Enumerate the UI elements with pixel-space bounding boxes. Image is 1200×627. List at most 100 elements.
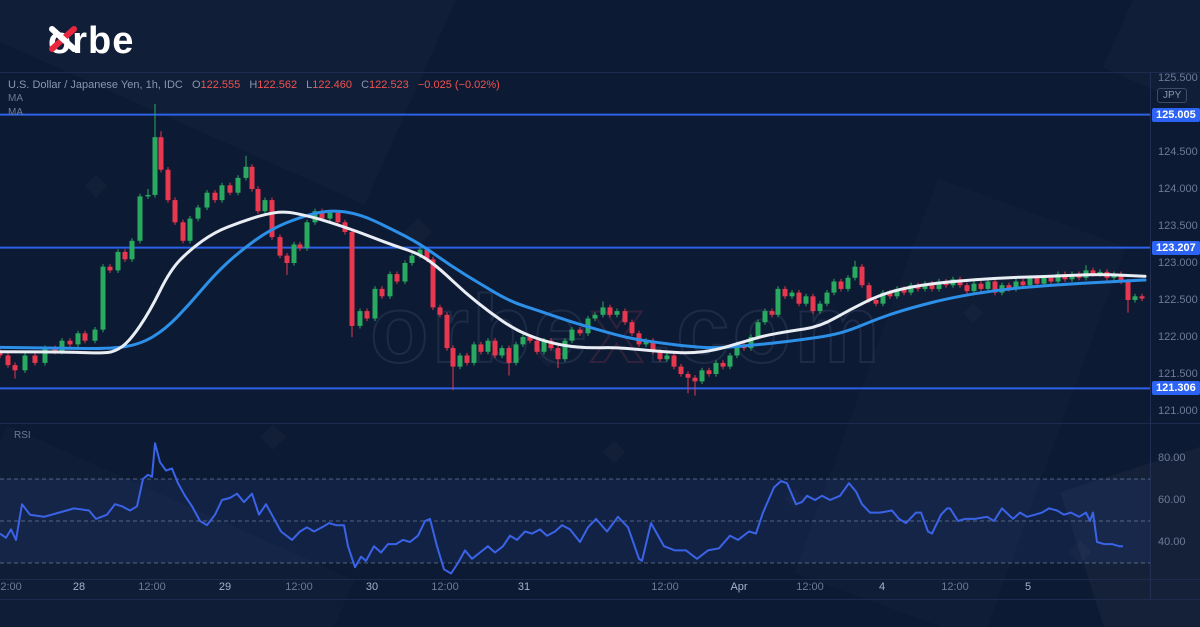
- widget-bottom-border: [0, 599, 1200, 600]
- time-axis-day-label[interactable]: 29: [218, 581, 232, 593]
- candle-body: [1055, 274, 1061, 282]
- ma-indicator-label-1[interactable]: MA: [8, 93, 23, 104]
- price-tick-label: 124.000: [1158, 183, 1198, 195]
- candle-body: [499, 348, 505, 356]
- candle-body: [810, 296, 816, 312]
- time-axis-hour-label[interactable]: 12:00: [431, 581, 459, 593]
- candle-body: [769, 311, 775, 315]
- watermark: orbex.com: [370, 276, 882, 383]
- price-level-badge[interactable]: 125.005: [1152, 107, 1200, 122]
- candle-body: [165, 169, 171, 201]
- high-label: H: [249, 79, 258, 91]
- candle-body: [936, 281, 942, 289]
- candle-body: [1041, 277, 1047, 284]
- time-axis-hour-label[interactable]: 12:00: [796, 581, 824, 593]
- open-value: 122.555: [200, 79, 241, 91]
- time-axis-hour-label[interactable]: 12:00: [0, 581, 22, 593]
- candle-body: [775, 288, 781, 315]
- candle-body: [82, 333, 88, 341]
- candle-body: [409, 255, 415, 263]
- time-axis-day-label[interactable]: 5: [1024, 581, 1032, 593]
- candle-body: [817, 303, 823, 312]
- candle-body: [430, 259, 436, 308]
- price-axis-separator[interactable]: [1150, 73, 1151, 599]
- time-axis-day-label[interactable]: 28: [72, 581, 86, 593]
- candle-body: [908, 285, 914, 293]
- time-axis-day-label[interactable]: 31: [517, 581, 531, 593]
- rsi-line[interactable]: [0, 442, 1123, 575]
- time-axis-hour-label[interactable]: 12:00: [651, 581, 679, 593]
- candle-body: [643, 340, 649, 345]
- price-tick-label: 123.500: [1158, 220, 1198, 232]
- candle-body: [734, 344, 740, 356]
- candle-body: [59, 340, 65, 352]
- candle-body: [152, 137, 158, 195]
- candle-body: [562, 340, 568, 360]
- candle-body: [402, 263, 408, 282]
- symbol-title: U.S. Dollar / Japanese Yen, 1h, IDC: [8, 79, 183, 91]
- price-tick-label: 122.500: [1158, 294, 1198, 306]
- candle-body: [424, 249, 430, 260]
- candle-body: [607, 307, 613, 315]
- low-label: L: [306, 79, 313, 91]
- candle-body: [235, 177, 241, 193]
- price-axis[interactable]: 125.500 124.500 124.000 123.500 123.000 122.5…: [1150, 73, 1200, 599]
- change-value: −0.025 (−0.02%): [417, 79, 500, 91]
- candle-body: [364, 311, 370, 319]
- candle-body: [803, 296, 809, 304]
- time-axis-day-label[interactable]: 4: [878, 581, 886, 593]
- price-level-badge[interactable]: 121.306: [1152, 381, 1200, 396]
- time-axis-day-label[interactable]: Apr: [730, 581, 748, 593]
- candle-body: [122, 251, 128, 260]
- candle-body: [243, 166, 249, 178]
- candle-body: [1090, 270, 1096, 275]
- currency-unit-badge[interactable]: JPY: [1157, 88, 1188, 103]
- ma-blue-line[interactable]: [0, 209, 1147, 351]
- rsi-indicator-label[interactable]: RSI: [14, 430, 31, 441]
- candle-body: [894, 288, 900, 297]
- time-axis-hour-label[interactable]: 12:00: [138, 581, 166, 593]
- candle-body: [527, 337, 533, 341]
- candle-body: [1027, 277, 1033, 286]
- candle-body: [255, 189, 261, 212]
- candle-body: [782, 288, 788, 297]
- candle-body: [100, 266, 106, 330]
- candle-body: [678, 366, 684, 374]
- candle-body: [866, 285, 872, 300]
- time-axis-separator: [0, 579, 1200, 580]
- open-label: O: [191, 79, 201, 91]
- candle-body: [379, 288, 385, 297]
- symbol-header[interactable]: U.S. Dollar / Japanese Yen, 1h, IDC O122…: [8, 79, 500, 91]
- candle-body: [219, 185, 225, 201]
- candle-body: [748, 337, 754, 349]
- candle-body: [249, 166, 255, 189]
- candle-body: [158, 137, 164, 170]
- candle-body: [789, 292, 795, 297]
- candle-body: [824, 292, 830, 304]
- price-tick-label: 121.000: [1158, 405, 1198, 417]
- candle-body: [137, 196, 143, 241]
- candle-body: [319, 211, 325, 219]
- time-axis-hour-label[interactable]: 12:00: [285, 581, 313, 593]
- candle-body: [985, 281, 991, 289]
- candle-body: [277, 237, 283, 256]
- candle-body: [1097, 271, 1103, 275]
- candle-body: [145, 194, 151, 197]
- candle-body: [838, 281, 844, 289]
- candle-body: [387, 274, 393, 297]
- candle-body: [845, 277, 851, 289]
- close-value: 122.523: [369, 79, 409, 91]
- price-level-badge[interactable]: 123.207: [1152, 240, 1200, 255]
- time-axis-hour-label[interactable]: 12:00: [941, 581, 969, 593]
- pane-separator[interactable]: [0, 423, 1200, 424]
- candle-body: [506, 348, 512, 363]
- candle-body: [978, 283, 984, 289]
- candle-body: [671, 355, 677, 367]
- rsi-tick-label: 60.00: [1158, 494, 1186, 506]
- ma-white-line[interactable]: [0, 210, 1147, 355]
- time-axis-day-label[interactable]: 30: [365, 581, 379, 593]
- candle-body: [541, 340, 547, 352]
- candle-body: [692, 377, 698, 382]
- ma-indicator-label-2[interactable]: MA: [8, 107, 23, 118]
